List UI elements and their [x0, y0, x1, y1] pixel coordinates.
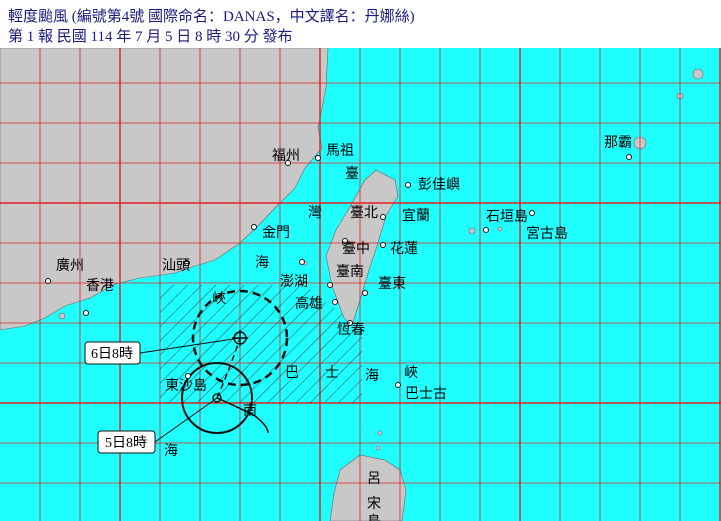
place-label: 汕頭 — [162, 258, 190, 274]
place-label: 臺北 — [350, 205, 378, 221]
place-label: 廣州 — [56, 257, 84, 274]
forecast-circle — [191, 289, 289, 387]
place-dot — [184, 260, 190, 266]
callout-line — [139, 337, 241, 354]
place-dot — [362, 290, 368, 296]
callout-box — [97, 430, 156, 454]
place-label: 澎湖 — [280, 274, 308, 290]
past-track — [216, 397, 269, 434]
place-label: 呂 — [367, 472, 381, 487]
place-label: 海 — [365, 368, 379, 384]
place-dot — [342, 238, 348, 244]
place-dot — [332, 299, 338, 305]
place-dot — [483, 227, 489, 233]
place-label: 那霸 — [604, 135, 632, 151]
place-dot — [285, 160, 291, 166]
place-label: 馬祖 — [326, 143, 354, 159]
place-label: 金門 — [262, 225, 290, 241]
callout-box — [84, 341, 141, 365]
place-label: 士 — [325, 365, 339, 381]
place-label: 南 — [243, 403, 257, 419]
place-label: 花蓮 — [390, 241, 418, 257]
place-label: 宋 — [367, 496, 381, 512]
place-dot — [405, 182, 411, 188]
place-label: 恆春 — [337, 322, 365, 338]
place-label: 灣 — [308, 205, 322, 221]
callout-line — [154, 397, 218, 443]
place-label: 海 — [164, 443, 178, 459]
place-label: 彭佳嶼 — [418, 177, 460, 193]
place-label: 香港 — [86, 278, 114, 294]
place-dot — [347, 320, 353, 326]
place-label: 巴 — [285, 366, 299, 381]
place-dot — [185, 373, 191, 379]
place-dot — [315, 155, 321, 161]
place-dot — [380, 242, 386, 248]
callout-label: 6日8時 — [91, 346, 133, 362]
track — [216, 337, 241, 399]
place-label: 臺南 — [336, 264, 364, 280]
place-dot — [529, 210, 535, 216]
place-label: 高雄 — [295, 295, 323, 312]
place-label: 峽 — [404, 365, 418, 381]
land — [0, 48, 704, 521]
place-label: 福州 — [272, 148, 300, 164]
place-label: 海 — [255, 255, 269, 271]
subtitle: 第 1 報 民國 114 年 7 月 5 日 8 時 30 分 發布 — [8, 29, 293, 45]
place-label: 臺中 — [342, 241, 370, 257]
callout-label: 5日8時 — [105, 435, 147, 451]
place-label: 宮古島 — [526, 226, 568, 242]
place-label: 臺東 — [378, 276, 406, 292]
place-dot — [251, 224, 257, 230]
place-dot — [327, 282, 333, 288]
place-label: 巴士古 — [405, 386, 447, 402]
place-dot — [626, 154, 632, 160]
place-dot — [83, 310, 89, 316]
place-dot — [45, 278, 51, 284]
place-dot — [299, 259, 305, 265]
place-label: 島 — [367, 514, 381, 521]
place-dot — [380, 214, 386, 220]
title: 輕度颱風 (編號第4號 國際命名：DANAS，中文譯名：丹娜絲) — [8, 9, 415, 25]
place-label: 臺 — [345, 166, 359, 182]
place-label: 宜蘭 — [402, 208, 430, 224]
place-label: 峽 — [212, 291, 226, 307]
current-circle — [181, 362, 253, 434]
place-label: 石垣島 — [486, 209, 528, 225]
place-dot — [395, 382, 401, 388]
grid — [0, 48, 721, 521]
place-label: 東沙島 — [165, 378, 207, 394]
